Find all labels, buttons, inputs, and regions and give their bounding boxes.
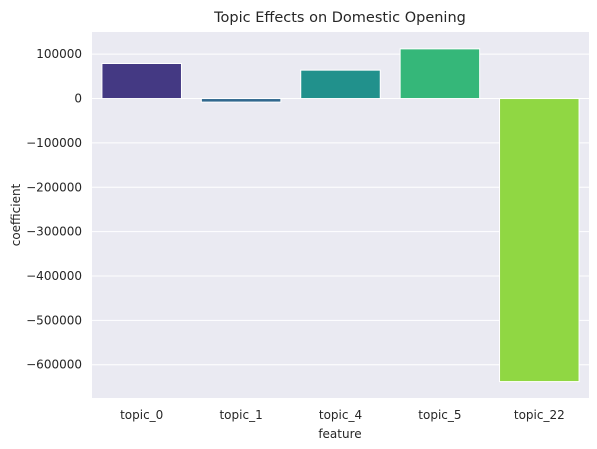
y-tick-label: 0 <box>74 92 82 106</box>
chart-title: Topic Effects on Domestic Opening <box>213 10 466 26</box>
bar-topic-0 <box>101 62 182 100</box>
bar-topic-22 <box>499 98 580 383</box>
x-tick-labels: topic_0 topic_1 topic_4 topic_5 topic_22 <box>120 408 565 422</box>
bars <box>101 48 580 383</box>
x-tick-label: topic_22 <box>514 408 565 422</box>
y-tick-label: 100000 <box>36 47 82 61</box>
bar-topic-1 <box>200 98 282 103</box>
y-tick-label: −200000 <box>26 180 82 194</box>
y-tick-labels: 100000 0 −100000 −200000 −300000 −400000 −5000… <box>26 47 82 372</box>
x-tick-label: topic_4 <box>319 408 362 422</box>
y-tick-label: −500000 <box>26 313 82 327</box>
x-tick-label: topic_1 <box>219 408 262 422</box>
x-tick-label: topic_0 <box>120 408 163 422</box>
x-tick-label: topic_5 <box>418 408 461 422</box>
x-axis-label: feature <box>318 427 361 441</box>
bar-topic-5 <box>399 48 481 100</box>
y-tick-label: −300000 <box>26 225 82 239</box>
y-tick-label: −600000 <box>26 358 82 372</box>
y-axis-label: coefficient <box>9 183 23 246</box>
y-tick-label: −400000 <box>26 269 82 283</box>
bar-topic-4 <box>300 69 381 100</box>
y-tick-label: −100000 <box>26 136 82 150</box>
